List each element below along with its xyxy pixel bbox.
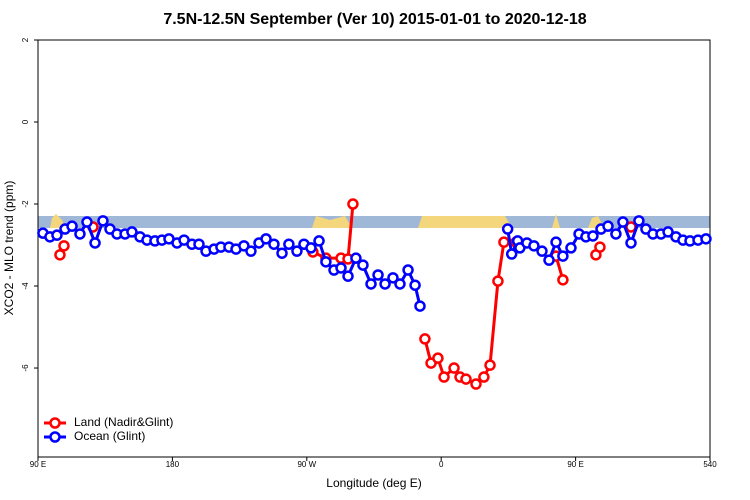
data-point — [313, 235, 325, 247]
legend-label: Ocean (Glint) — [74, 429, 145, 443]
data-point — [460, 373, 472, 385]
data-point — [394, 278, 406, 290]
x-axis-label: Longitude (deg E) — [326, 476, 421, 490]
data-point — [438, 371, 450, 383]
x-tick-label: 90 W — [297, 460, 316, 469]
y-tick-label: 0 — [21, 119, 30, 124]
x-tick-label: 0 — [439, 460, 444, 469]
data-point — [58, 240, 70, 252]
data-point — [484, 359, 496, 371]
x-tick-label: 540 — [703, 460, 717, 469]
data-point — [550, 236, 562, 248]
data-point — [97, 215, 109, 227]
chart-title: 7.5N-12.5N September (Ver 10) 2015-01-01… — [163, 11, 586, 28]
series-line — [60, 204, 631, 384]
data-point — [51, 229, 63, 241]
data-point — [602, 220, 614, 232]
data-point — [594, 241, 606, 253]
plot-frame — [37, 39, 711, 458]
data-point — [81, 216, 93, 228]
data-point — [501, 223, 514, 235]
data-point — [365, 278, 377, 290]
legend-marker — [49, 431, 61, 443]
y-tick-label: 2 — [21, 37, 30, 42]
data-point — [372, 269, 384, 281]
x-tick-label: 180 — [166, 460, 180, 469]
data-point — [662, 226, 674, 238]
data-point — [268, 238, 280, 250]
data-point — [587, 230, 599, 242]
data-point — [276, 247, 288, 259]
data-point — [409, 279, 421, 291]
surface-strip — [38, 214, 710, 228]
y-tick-label: -6 — [21, 364, 30, 372]
data-point — [350, 252, 362, 264]
data-point — [260, 233, 272, 245]
data-point — [387, 272, 399, 284]
data-point — [557, 274, 569, 286]
data-point — [347, 198, 359, 210]
data-point — [448, 362, 460, 374]
data-point — [414, 300, 426, 312]
data-point — [342, 270, 354, 282]
data-point — [617, 216, 629, 228]
data-point — [291, 245, 303, 257]
data-point — [335, 262, 347, 274]
data-point — [505, 248, 518, 260]
series — [37, 215, 712, 312]
data-point — [528, 240, 540, 252]
data-point — [193, 238, 205, 250]
data-point — [74, 228, 86, 240]
data-point — [470, 378, 482, 390]
data-point — [625, 237, 637, 249]
data-point — [66, 220, 78, 232]
data-point — [432, 352, 444, 364]
data-point — [419, 333, 431, 345]
data-point — [54, 249, 66, 261]
x-tick-label: 90 E — [567, 460, 583, 469]
data-point — [492, 275, 504, 287]
data-point — [320, 256, 332, 268]
y-tick-label: -4 — [21, 282, 30, 290]
legend: Land (Nadir&Glint)Ocean (Glint) — [44, 415, 173, 443]
data-point — [478, 371, 490, 383]
data-point — [498, 236, 510, 248]
y-axis-label: XCO2 - MLO trend (ppm) — [2, 181, 16, 316]
legend-marker — [49, 417, 61, 429]
data-point — [700, 233, 712, 245]
data-point — [379, 278, 391, 290]
data-point — [357, 259, 369, 271]
data-point — [402, 264, 414, 276]
y-tick-label: -2 — [21, 200, 30, 208]
data-point — [557, 250, 569, 262]
data-point — [305, 242, 317, 254]
data-point — [245, 245, 257, 257]
data-point — [89, 237, 101, 249]
data-point — [633, 215, 645, 227]
data-point — [565, 242, 577, 254]
data-point — [610, 228, 622, 240]
legend-label: Land (Nadir&Glint) — [74, 415, 173, 429]
data-point — [536, 245, 548, 257]
data-point — [283, 238, 295, 250]
data-point — [126, 226, 138, 238]
x-tick-label: 90 E — [30, 460, 46, 469]
data-point — [543, 254, 555, 266]
